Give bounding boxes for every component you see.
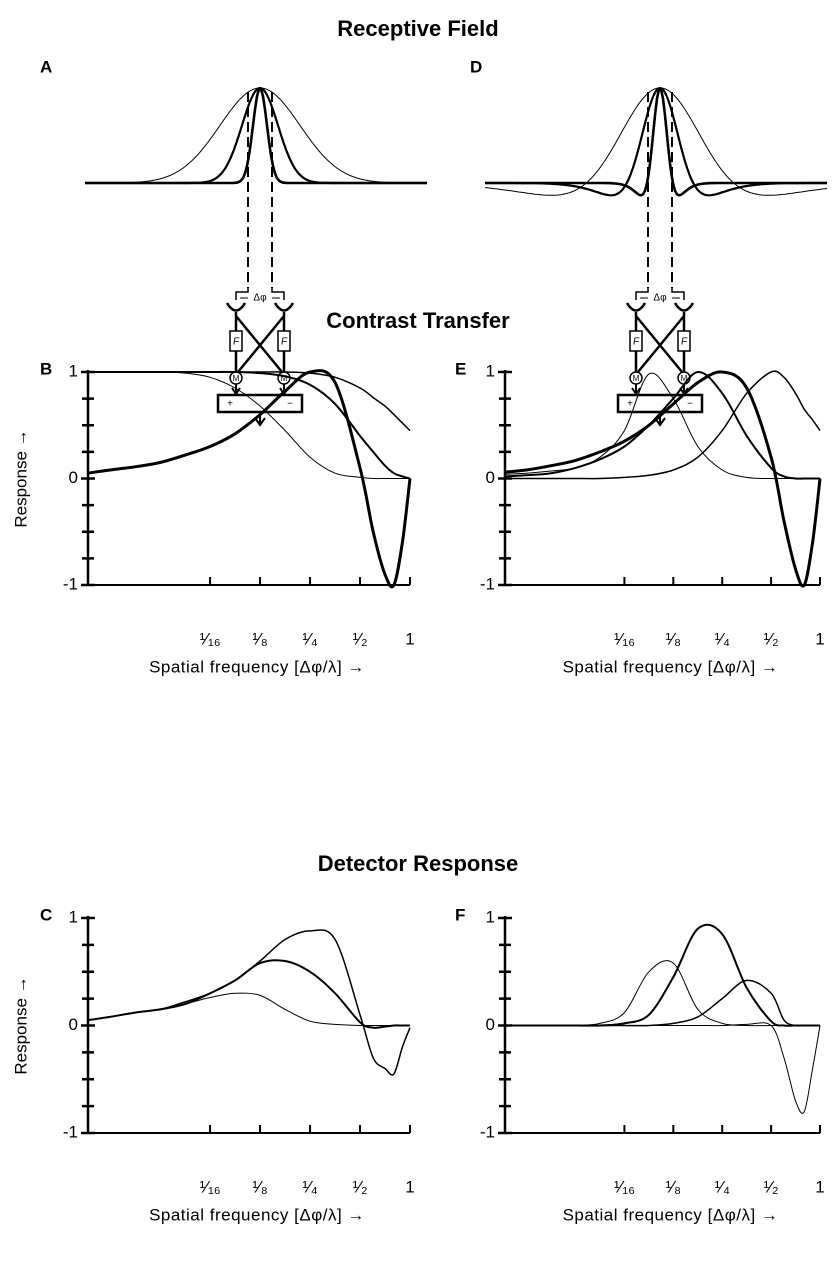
y-tick-label: 0 bbox=[69, 1015, 78, 1034]
x-tick-label: ¹⁄₈ bbox=[666, 629, 682, 648]
chart: E -1 0 1 ¹⁄₁₆ ¹⁄₈ ¹⁄₄ ¹⁄₂ 1 Spatial frequency [Δφ… bbox=[455, 359, 825, 676]
filter-label: F bbox=[233, 337, 240, 348]
x-tick-label: 1 bbox=[405, 629, 414, 648]
x-axis-label: Spatial frequency [Δφ/λ] → bbox=[149, 1205, 365, 1224]
section-title: Contrast Transfer bbox=[326, 308, 510, 333]
x-tick-label: ¹⁄₈ bbox=[252, 1177, 268, 1196]
x-axis-label: Spatial frequency [Δφ/λ] → bbox=[563, 1205, 779, 1224]
chart: F -1 0 1 ¹⁄₁₆ ¹⁄₈ ¹⁄₄ ¹⁄₂ 1 Spatial frequency [Δφ… bbox=[455, 905, 825, 1224]
x-tick-label: ¹⁄₁₆ bbox=[614, 1177, 635, 1196]
y-tick-label: 0 bbox=[486, 468, 495, 487]
y-tick-label: -1 bbox=[63, 1122, 78, 1141]
data-line bbox=[88, 371, 411, 432]
receptor bbox=[673, 302, 695, 312]
y-tick-label: 0 bbox=[486, 1015, 495, 1034]
y-tick-label: 1 bbox=[69, 907, 78, 926]
x-tick-label: 1 bbox=[405, 1177, 414, 1196]
x-tick-label: 1 bbox=[815, 629, 824, 648]
y-tick-label: -1 bbox=[63, 574, 78, 593]
cross-wire bbox=[635, 315, 685, 373]
plus-label: + bbox=[627, 399, 633, 410]
x-tick-label: ¹⁄₂ bbox=[764, 1177, 779, 1196]
filter-label: F bbox=[681, 337, 688, 348]
y-tick-label: 1 bbox=[486, 361, 495, 380]
data-line bbox=[87, 929, 411, 1076]
y-axis-label: Response → bbox=[11, 976, 30, 1074]
section-title: Detector Response bbox=[318, 851, 519, 876]
chart: C -1 0 1 ¹⁄₁₆ ¹⁄₈ ¹⁄₄ ¹⁄₂ 1 Spatial frequency [Δφ… bbox=[11, 905, 414, 1224]
data-line bbox=[505, 979, 820, 1027]
bracket bbox=[635, 288, 685, 300]
data-line bbox=[504, 370, 821, 480]
filter-box bbox=[677, 330, 691, 352]
panel-label: C bbox=[40, 905, 52, 924]
cross-wire bbox=[235, 315, 285, 373]
panel-label: F bbox=[455, 905, 465, 924]
x-axis-label: Spatial frequency [Δφ/λ] → bbox=[149, 657, 365, 676]
filter-box bbox=[277, 330, 291, 352]
delta-label: Δφ bbox=[253, 293, 267, 304]
x-tick-label: ¹⁄₁₆ bbox=[200, 1177, 221, 1196]
filter-label: F bbox=[281, 337, 288, 348]
x-tick-label: ¹⁄₈ bbox=[252, 629, 268, 648]
profile-curve bbox=[85, 87, 427, 185]
data-line bbox=[504, 370, 822, 588]
multiplier-label: M bbox=[633, 374, 640, 383]
minus-label: − bbox=[687, 399, 693, 410]
x-tick-label: ¹⁄₄ bbox=[302, 629, 318, 648]
chart: B -1 0 1 ¹⁄₁₆ ¹⁄₈ ¹⁄₄ ¹⁄₂ 1 Spatial frequency [Δφ… bbox=[11, 359, 414, 676]
data-line bbox=[505, 960, 820, 1027]
x-tick-label: ¹⁄₄ bbox=[714, 1177, 730, 1196]
receptive-field-panel: D Δφ F M F M + − bbox=[470, 57, 828, 427]
data-line bbox=[505, 1022, 821, 1114]
data-line bbox=[504, 370, 820, 480]
y-tick-label: -1 bbox=[480, 574, 495, 593]
panel-label: B bbox=[40, 359, 52, 378]
multiplier-label: M bbox=[681, 374, 688, 383]
x-tick-label: ¹⁄₁₆ bbox=[200, 629, 221, 648]
panel-label: A bbox=[40, 57, 52, 76]
panel-label: D bbox=[470, 57, 482, 76]
bracket bbox=[235, 288, 285, 300]
receptor bbox=[225, 302, 247, 312]
filter-box bbox=[229, 330, 243, 352]
x-tick-label: ¹⁄₈ bbox=[666, 1177, 682, 1196]
x-tick-label: ¹⁄₂ bbox=[352, 1177, 367, 1196]
x-tick-label: ¹⁄₄ bbox=[302, 1177, 318, 1196]
multiplier-label: M bbox=[233, 374, 240, 383]
data-line bbox=[505, 923, 820, 1027]
x-tick-label: ¹⁄₂ bbox=[352, 629, 367, 648]
receptor bbox=[625, 302, 647, 312]
x-tick-label: ¹⁄₂ bbox=[764, 629, 779, 648]
y-tick-label: -1 bbox=[480, 1122, 495, 1141]
plus-label: + bbox=[227, 399, 233, 410]
receptive-field-panel: A Δφ F M F M + − bbox=[40, 57, 427, 427]
y-tick-label: 1 bbox=[486, 907, 495, 926]
filter-label: F bbox=[633, 337, 640, 348]
y-axis-label: Response → bbox=[11, 429, 30, 527]
x-tick-label: ¹⁄₄ bbox=[714, 629, 730, 648]
x-tick-label: 1 bbox=[815, 1177, 824, 1196]
multiplier-label: M bbox=[281, 374, 288, 383]
section-title: Receptive Field bbox=[337, 16, 498, 41]
profile-curve bbox=[484, 87, 828, 196]
data-line bbox=[87, 369, 412, 589]
receptor bbox=[273, 302, 295, 312]
y-tick-label: 1 bbox=[69, 361, 78, 380]
profile-curve bbox=[485, 87, 827, 197]
delta-label: Δφ bbox=[653, 293, 667, 304]
x-tick-label: ¹⁄₁₆ bbox=[614, 629, 635, 648]
y-tick-label: 0 bbox=[69, 468, 78, 487]
minus-label: − bbox=[287, 399, 293, 410]
filter-box bbox=[629, 330, 643, 352]
panel-label: E bbox=[455, 359, 466, 378]
x-axis-label: Spatial frequency [Δφ/λ] → bbox=[563, 657, 779, 676]
